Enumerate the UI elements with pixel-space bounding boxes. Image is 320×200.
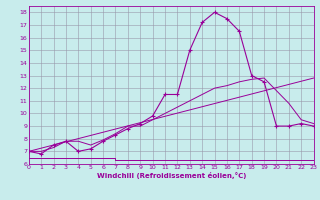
X-axis label: Windchill (Refroidissement éolien,°C): Windchill (Refroidissement éolien,°C): [97, 172, 246, 179]
